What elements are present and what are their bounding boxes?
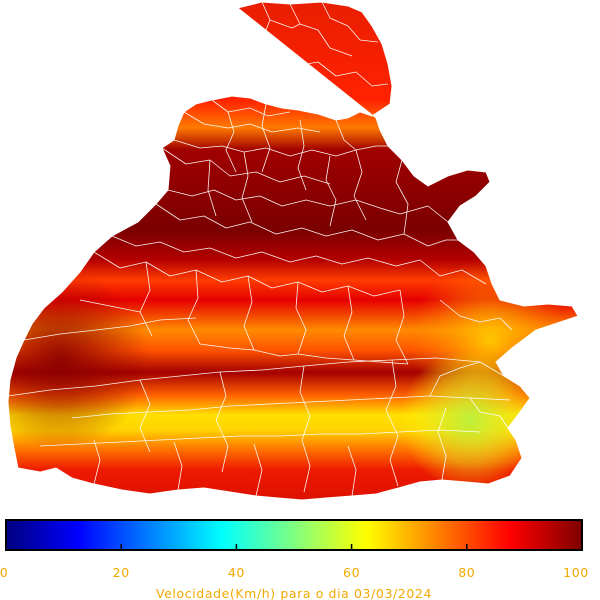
colorbar-tick-label: 60: [343, 565, 360, 580]
colorbar-tick-label: 100: [563, 565, 589, 580]
state-outline: [7, 1, 579, 501]
colorbar-tick-label: 40: [228, 565, 245, 580]
colorbar-gradient: [5, 519, 583, 551]
colorbar-tick-label: 20: [113, 565, 130, 580]
map-heat-field: [8, 2, 578, 500]
colorbar-tick-label: 80: [458, 565, 475, 580]
colorbar: 0 20 40 60 80 100 Velocidade(Km/h) para o dia…: [0, 519, 589, 600]
colorbar-tick-label: 0: [0, 565, 8, 580]
municipality-boundaries: [7, 1, 517, 497]
colorbar-label: Velocidade(Km/h) para o dia 03/03/2024: [156, 586, 432, 600]
colorbar-tick-labels: 0 20 40 60 80 100: [0, 565, 589, 580]
colorbar-ticks: [5, 544, 583, 550]
